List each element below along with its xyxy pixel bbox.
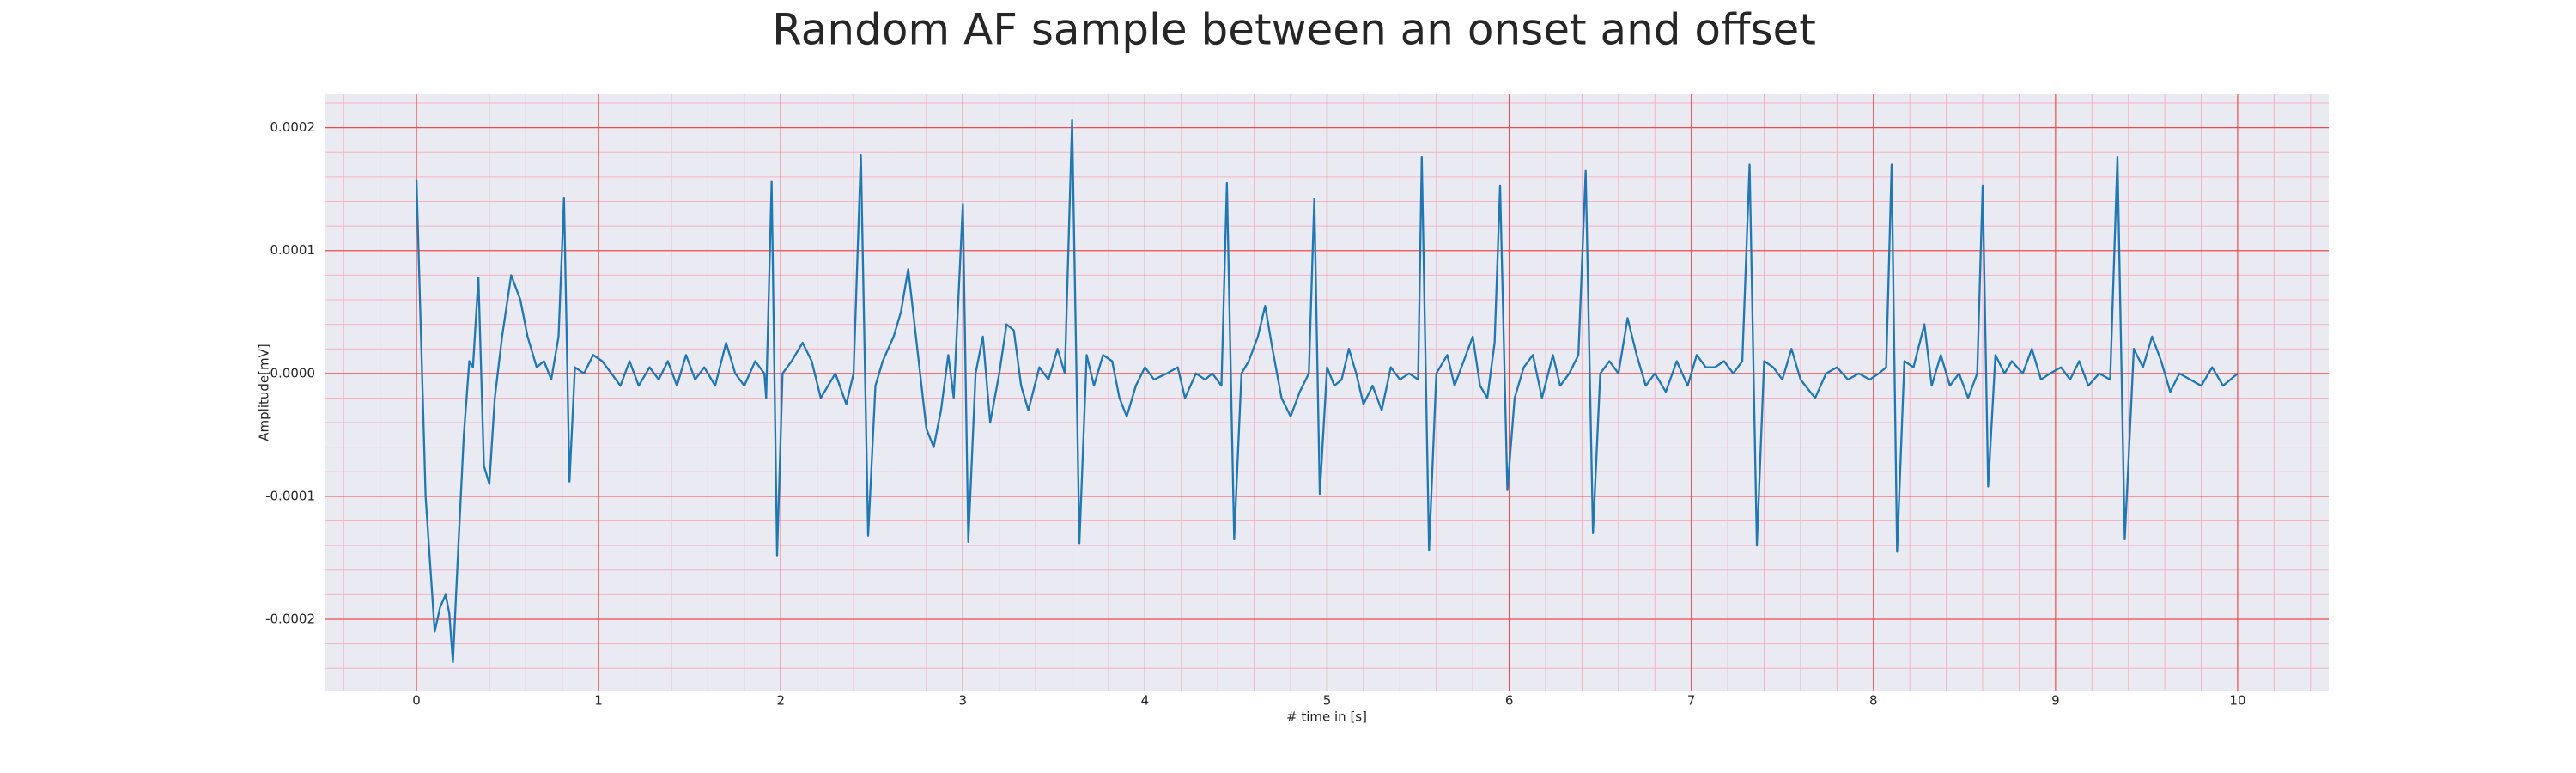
x-tick-label: 8 [1869,693,1878,709]
y-tick-label: 0.0001 [270,242,316,258]
x-tick-label: 2 [776,693,785,709]
x-tick-label: 10 [2229,693,2245,709]
x-tick-label: 3 [959,693,968,709]
y-axis-label: Amplitude[mV] [257,344,272,441]
y-tick-label: -0.0002 [265,612,315,627]
x-tick-label: 1 [594,693,603,709]
x-tick-label: 5 [1323,693,1332,709]
x-tick-label: 9 [2051,693,2060,709]
x-tick-label: 7 [1687,693,1696,709]
grid [325,94,2329,691]
x-axis-label: # time in [s] [1286,709,1367,725]
y-tick-label: -0.0001 [265,488,315,503]
x-tick-label: 4 [1141,693,1150,709]
chart-title: Random AF sample between an onset and of… [772,5,1816,55]
x-tick-label: 0 [412,693,421,709]
marks [415,119,2239,664]
y-tick-label: 0.0002 [270,119,316,135]
y-tick-label: 0.0000 [270,365,316,380]
x-tick-label: 6 [1505,693,1514,709]
series-line [415,119,2239,664]
